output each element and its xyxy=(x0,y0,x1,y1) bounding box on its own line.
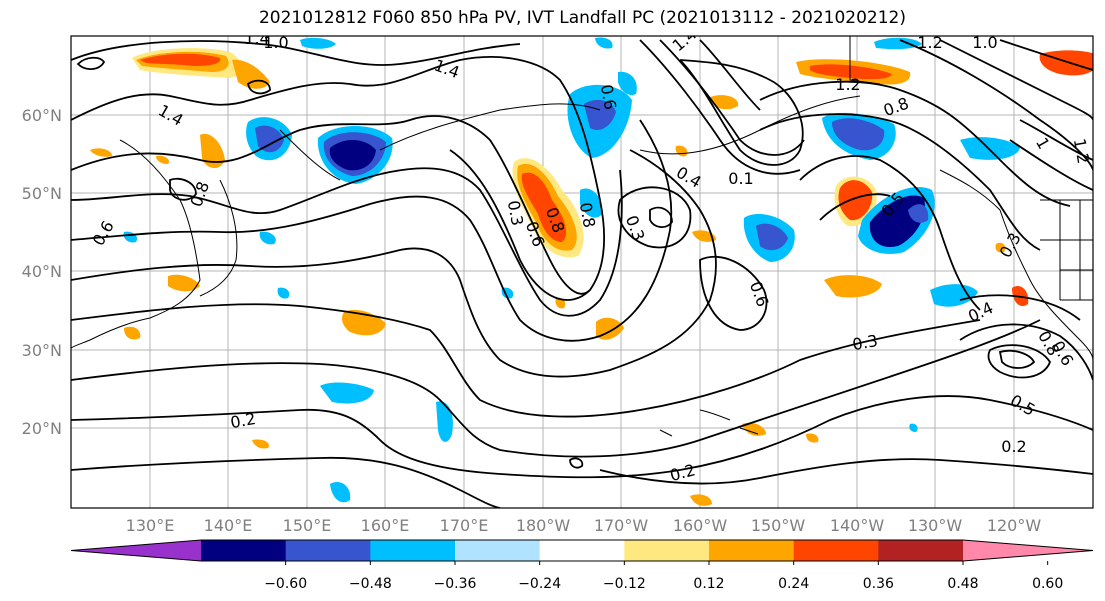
longitude-label: 160°E xyxy=(361,516,410,535)
colorbar-segment xyxy=(370,540,456,561)
contour-label: 0.2 xyxy=(1001,437,1026,456)
contour-label: 1.2 xyxy=(1070,137,1093,165)
longitude-labels: 130°E 140°E 150°E 160°E 170°E 180°W 170°W 160°W… xyxy=(126,516,1042,535)
colorbar-tick-label: 0.36 xyxy=(863,576,894,592)
latitude-label: 50°N xyxy=(22,184,62,203)
colorbar-segment xyxy=(539,540,625,561)
map-frame xyxy=(70,35,1094,509)
longitude-label: 120°W xyxy=(987,516,1042,535)
contour-label: 0.3 xyxy=(851,331,879,354)
longitude-label: 180°W xyxy=(516,516,571,535)
contour-label: 1.4 xyxy=(244,29,269,48)
colorbar-tick-label: 0.12 xyxy=(693,576,724,592)
colorbar-segment xyxy=(201,540,287,561)
latitude-label: 60°N xyxy=(22,106,62,125)
longitude-label: 150°W xyxy=(751,516,806,535)
contour-label: 0.6 xyxy=(597,83,620,111)
longitude-label: 130°W xyxy=(908,516,963,535)
colorbar-tick-label: −0.60 xyxy=(264,576,307,592)
contour-label: 0.8 xyxy=(576,201,599,229)
contour-label: 1.0 xyxy=(972,33,997,52)
colorbar-tick-label: −0.36 xyxy=(434,576,477,592)
colorbar: −0.60 −0.48 −0.36 −0.24 −0.12 0.12 0.24 0.36 0.4… xyxy=(70,539,1094,592)
contour-label: 0.3 xyxy=(504,199,527,227)
contour-label: 1.0 xyxy=(263,33,288,52)
colorbar-segment xyxy=(793,540,879,561)
colorbar-tick-label: −0.12 xyxy=(603,576,646,592)
latitude-labels: 60°N 50°N 40°N 30°N 20°N xyxy=(22,106,62,438)
contour-label: 0.1 xyxy=(728,169,753,188)
colorbar-tick-label: 0.60 xyxy=(1032,576,1063,592)
colorbar-extend-high xyxy=(963,540,1093,561)
colorbar-segment xyxy=(455,540,541,561)
colorbar-tick-label: −0.24 xyxy=(518,576,561,592)
colorbar-segment xyxy=(285,540,371,561)
colorbar-tick-label: 0.48 xyxy=(947,576,978,592)
coastlines xyxy=(71,36,1093,437)
colorbar-extend-low xyxy=(71,540,201,561)
longitude-label: 140°W xyxy=(830,516,885,535)
pv-shading xyxy=(90,37,1093,506)
colorbar-segment xyxy=(624,540,710,561)
colorbar-tick-label: 0.24 xyxy=(778,576,809,592)
longitude-label: 170°W xyxy=(594,516,649,535)
contour-label: 1.2 xyxy=(917,33,942,52)
longitude-label: 170°E xyxy=(440,516,489,535)
latitude-label: 20°N xyxy=(22,419,62,438)
latitude-label: 30°N xyxy=(22,341,62,360)
figure-title: 2021012812 F060 850 hPa PV, IVT Landfall… xyxy=(258,8,906,28)
contour-label: 0.2 xyxy=(229,409,257,432)
colorbar-segment xyxy=(878,540,964,561)
longitude-label: 130°E xyxy=(126,516,175,535)
longitude-label: 140°E xyxy=(204,516,253,535)
colorbar-segment xyxy=(709,540,795,561)
pv-contours xyxy=(71,39,1093,508)
contour-label: 1.2 xyxy=(835,75,860,94)
longitude-label: 160°W xyxy=(673,516,728,535)
longitude-label: 150°E xyxy=(283,516,332,535)
latitude-label: 40°N xyxy=(22,262,62,281)
colorbar-outline xyxy=(70,539,1094,562)
colorbar-tick-label: −0.48 xyxy=(349,576,392,592)
